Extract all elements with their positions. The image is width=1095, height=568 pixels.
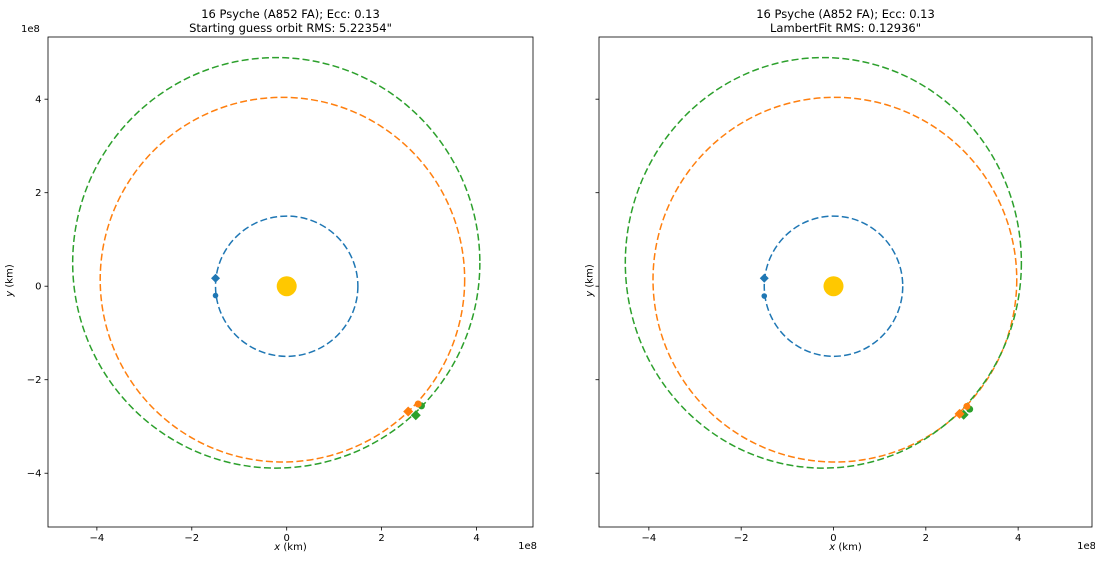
plot-left-ylabel: y (km) bbox=[4, 264, 16, 297]
plot-right-ylabel: y (km) bbox=[584, 264, 596, 297]
x-tick-label: 2 bbox=[923, 533, 929, 544]
plot-right: −4 −2 0 2 4 bbox=[595, 36, 1093, 544]
earth-orbit bbox=[214, 215, 359, 358]
x-tick-label: −4 bbox=[90, 533, 105, 544]
x-tick-label: 0 bbox=[830, 533, 836, 544]
blue-observation-dot-marker bbox=[212, 292, 219, 299]
x-tick-label: −2 bbox=[184, 533, 199, 544]
lambertfit-orbit bbox=[652, 96, 1018, 463]
plot-right-x-offset-label: 1e8 bbox=[1077, 541, 1095, 552]
orange-observation-diamond-marker bbox=[403, 406, 414, 417]
orange-observation-dot-marker bbox=[963, 402, 971, 410]
plot-left-xlabel: x (km) bbox=[274, 542, 307, 553]
plot-left: −4 −2 0 2 4 −4 −2 0 2 4 bbox=[27, 36, 534, 544]
sun-marker bbox=[276, 276, 297, 297]
blue-observation-diamond-marker bbox=[211, 273, 221, 283]
earth-orbit bbox=[763, 215, 904, 358]
guess-orbit bbox=[99, 96, 466, 463]
x-tick-label: 0 bbox=[284, 533, 290, 544]
true-orbit bbox=[624, 56, 1023, 469]
orange-observation-diamond-marker bbox=[954, 408, 965, 419]
orange-observation-dot-marker bbox=[414, 400, 422, 408]
x-tick-label: 4 bbox=[1015, 533, 1021, 544]
plot-left-y-offset-label: 1e8 bbox=[21, 24, 40, 35]
plot-right-title: 16 Psyche (A852 FA); Ecc: 0.13 LambertFi… bbox=[599, 7, 1092, 35]
plot-left-title: 16 Psyche (A852 FA); Ecc: 0.13 Starting … bbox=[48, 7, 533, 35]
plot-left-title-line1: 16 Psyche (A852 FA); Ecc: 0.13 bbox=[201, 7, 380, 21]
x-tick-label: 4 bbox=[473, 533, 479, 544]
blue-observation-dot-marker bbox=[761, 293, 768, 299]
x-tick-label: 2 bbox=[378, 533, 384, 544]
y-tick-label: 2 bbox=[35, 188, 41, 199]
plot-left-x-offset-label: 1e8 bbox=[518, 541, 537, 552]
sun-marker bbox=[823, 276, 844, 297]
true-orbit bbox=[71, 56, 481, 469]
axes-frame bbox=[598, 36, 1093, 528]
plot-right-xlabel: x (km) bbox=[829, 542, 862, 553]
y-tick-label: 0 bbox=[35, 282, 41, 293]
y-tick-label: −4 bbox=[27, 469, 42, 480]
y-tick-label: 4 bbox=[35, 95, 41, 106]
green-observation-diamond-marker bbox=[410, 410, 421, 421]
x-tick-label: −2 bbox=[734, 533, 749, 544]
x-tick-label: −4 bbox=[641, 533, 656, 544]
y-tick-label: −2 bbox=[27, 375, 42, 386]
plot-right-title-line1: 16 Psyche (A852 FA); Ecc: 0.13 bbox=[756, 7, 935, 21]
plot-left-title-line2: Starting guess orbit RMS: 5.22354" bbox=[189, 21, 392, 35]
blue-observation-diamond-marker bbox=[759, 273, 769, 283]
axes-frame bbox=[47, 36, 534, 528]
plot-right-title-line2: LambertFit RMS: 0.12936" bbox=[770, 21, 921, 35]
